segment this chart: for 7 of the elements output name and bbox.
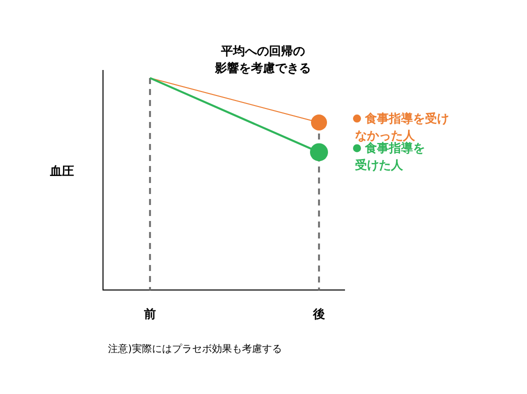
x-tick-label: 後 <box>312 307 325 321</box>
legend-label: 食事指導を受けなかった人 <box>355 112 449 143</box>
legend-label: 食事指導を受けた人 <box>354 141 425 172</box>
chart-title: 平均への回帰の影響を考慮できる <box>214 44 311 75</box>
text: 注意)実際にはプラセボ効果も考慮する <box>108 343 282 355</box>
x-tick-label: 前 <box>143 307 156 321</box>
y-axis-title: 血圧 <box>49 164 74 178</box>
